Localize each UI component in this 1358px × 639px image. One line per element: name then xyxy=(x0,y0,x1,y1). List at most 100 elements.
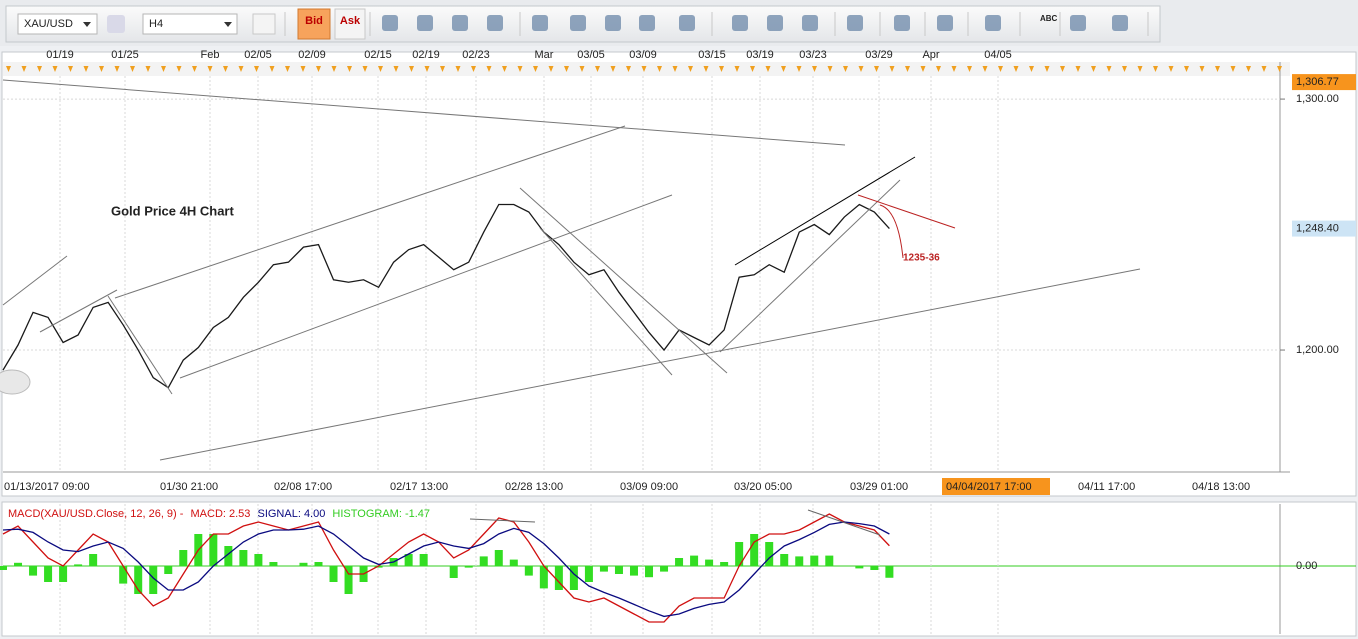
text-tool-label[interactable]: ABC xyxy=(1040,14,1058,23)
date-marker xyxy=(21,66,27,72)
tool-icon[interactable] xyxy=(802,15,818,31)
histogram-bar xyxy=(374,566,383,568)
date-marker xyxy=(796,66,802,72)
legend-histogram: HISTOGRAM: -1.47 xyxy=(332,508,430,520)
tool-icon[interactable] xyxy=(605,15,621,31)
histogram-bar xyxy=(720,562,729,566)
trend-line xyxy=(159,268,1141,461)
tool-icon[interactable] xyxy=(452,15,468,31)
histogram-bar xyxy=(314,562,323,566)
date-marker xyxy=(347,66,352,72)
tool-icon[interactable] xyxy=(679,15,695,31)
tool-icon[interactable] xyxy=(847,15,863,31)
top-date-label: Apr xyxy=(922,49,939,61)
date-marker xyxy=(1230,66,1236,72)
date-marker xyxy=(1153,66,1158,72)
date-marker xyxy=(843,66,848,72)
histogram-bar xyxy=(675,558,684,566)
histogram-bar xyxy=(299,562,308,566)
histogram-bar xyxy=(795,556,804,566)
date-marker xyxy=(1215,66,1220,72)
tool-icon[interactable] xyxy=(1070,15,1086,31)
date-marker xyxy=(533,66,538,72)
histogram-bar xyxy=(855,566,864,569)
bid-label[interactable]: Bid xyxy=(305,15,323,27)
histogram-bar xyxy=(449,566,458,578)
trend-line xyxy=(519,187,728,374)
date-marker xyxy=(1013,66,1019,72)
symbol-box[interactable] xyxy=(17,13,98,35)
top-date-label: 02/23 xyxy=(462,49,490,61)
date-marker xyxy=(254,66,259,72)
tool-icon[interactable] xyxy=(532,15,548,31)
histogram-bar xyxy=(539,566,548,589)
divergence-line xyxy=(807,509,881,536)
price-marker-label: 1,248.40 xyxy=(1296,222,1339,234)
tool-icon[interactable] xyxy=(487,15,503,31)
timeframe-select[interactable]: H4 xyxy=(142,13,238,35)
tool-icon[interactable] xyxy=(767,15,783,31)
histogram-bar xyxy=(149,566,158,594)
ask-button[interactable] xyxy=(334,8,366,40)
trend-line xyxy=(2,79,846,146)
date-marker xyxy=(812,66,817,72)
histogram-bar xyxy=(629,566,638,576)
histogram-bar xyxy=(494,550,503,566)
symbol-link-icon[interactable] xyxy=(107,15,125,33)
price-marker xyxy=(1292,74,1356,91)
trend-line xyxy=(114,125,626,299)
date-marker xyxy=(502,66,507,72)
date-marker xyxy=(223,66,228,72)
histogram-bar xyxy=(705,559,714,566)
date-marker xyxy=(331,66,337,72)
date-marker xyxy=(455,66,461,72)
y-tick-label: 1,300.00 xyxy=(1296,93,1339,105)
date-marker xyxy=(6,66,11,72)
date-marker xyxy=(827,66,833,72)
tool-icon[interactable] xyxy=(570,15,586,31)
trend-line xyxy=(107,295,173,395)
top-date-label: 02/05 xyxy=(244,49,272,61)
timeframe-box[interactable] xyxy=(142,13,238,35)
y-tick-label: 1,200.00 xyxy=(1296,344,1339,356)
trend-line xyxy=(719,179,901,353)
tool-icon[interactable] xyxy=(732,15,748,31)
date-marker xyxy=(564,66,569,72)
dropdown-arrow[interactable] xyxy=(224,22,232,27)
histogram-bar xyxy=(164,566,173,574)
date-marker xyxy=(688,66,693,72)
timeframe[interactable]: H4 xyxy=(149,18,163,30)
date-marker xyxy=(874,66,879,72)
bid-button[interactable] xyxy=(297,8,331,40)
histogram-bar xyxy=(690,555,699,566)
tool-icon[interactable] xyxy=(1112,15,1128,31)
tool-icon[interactable] xyxy=(417,15,433,31)
tool-icon[interactable] xyxy=(894,15,910,31)
dropdown-arrow[interactable] xyxy=(83,22,91,27)
date-marker xyxy=(719,66,724,72)
date-marker xyxy=(1075,66,1081,72)
date-marker xyxy=(99,66,104,72)
date-marker xyxy=(936,66,941,72)
ask-label[interactable]: Ask xyxy=(340,15,361,27)
chart-type-button[interactable] xyxy=(252,13,276,35)
price-panel xyxy=(1,51,1357,497)
histogram-bar xyxy=(89,554,98,566)
symbol[interactable]: XAU/USD xyxy=(24,18,73,30)
date-marker xyxy=(641,66,647,72)
date-marker xyxy=(657,66,662,72)
tool-icon[interactable] xyxy=(985,15,1001,31)
histogram-bar xyxy=(344,566,353,594)
tool-icon[interactable] xyxy=(639,15,655,31)
histogram-bar xyxy=(269,562,278,566)
top-date-label: 03/09 xyxy=(629,49,657,61)
date-marker xyxy=(1261,66,1267,72)
date-marker xyxy=(409,66,414,72)
histogram-bar xyxy=(614,566,623,574)
top-date-label: 02/15 xyxy=(364,49,392,61)
tool-icon[interactable] xyxy=(937,15,953,31)
tool-icon[interactable] xyxy=(382,15,398,31)
date-marker xyxy=(703,66,709,72)
symbol-select[interactable]: XAU/USD xyxy=(17,13,98,35)
price-target-annotation: 1235-36 xyxy=(903,253,940,264)
